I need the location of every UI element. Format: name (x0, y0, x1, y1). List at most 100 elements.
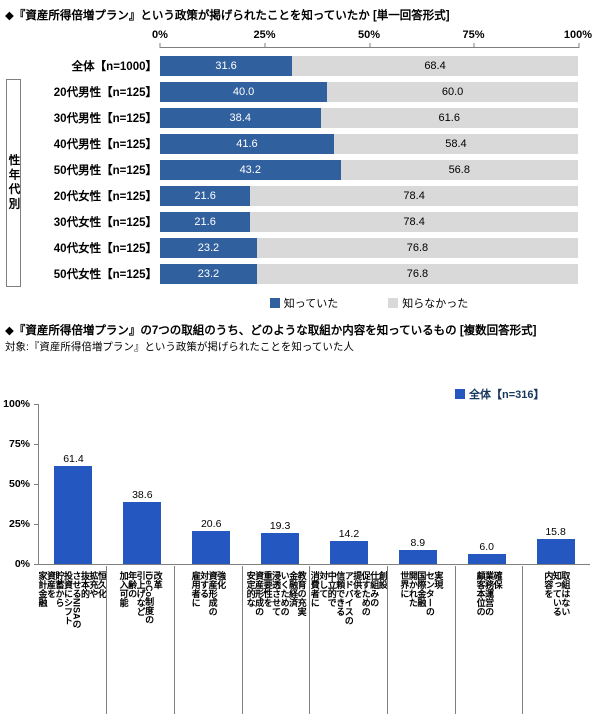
chart2-y-tick: 50% (8, 478, 30, 490)
chart2-value-label: 8.9 (410, 536, 426, 549)
chart1-category-label: 50代男性【n=125】 (53, 165, 157, 177)
chart1-bar: 43.2 56.8 (160, 160, 578, 180)
legend-item: 知っていた (269, 295, 339, 311)
chart2-column: 20.6 (177, 404, 246, 564)
chart2-y-tick: 25% (8, 518, 30, 530)
chart1-bar: 38.4 61.6 (160, 108, 578, 128)
chart2-bar (123, 502, 162, 564)
chart1-category-label: 30代女性【n=125】 (53, 217, 157, 229)
chart1-bar: 21.6 78.4 (160, 186, 578, 206)
legend-item: 知らなかった (388, 295, 468, 311)
legend-swatch (269, 298, 280, 308)
chart1-segment-unaware: 56.8 (340, 160, 578, 180)
chart1-category-label: 20代女性【n=125】 (53, 191, 157, 203)
chart2-category-cell: 内容を 知っている 取組はない (522, 566, 590, 714)
legend-label: 知らなかった (402, 298, 469, 310)
chart1-x-axis-labels: 0% 25% 50% 75% 100% (152, 29, 592, 43)
chart1-row: 20代男性【n=125】 40.0 60.0 (0, 79, 578, 105)
chart1-tick-mark (473, 43, 475, 48)
chart2-bar (536, 538, 575, 564)
chart1-segment-unaware: 60.0 (327, 82, 578, 102)
chart2-category-cell: 家計金融 資産を 貯蓄から 投資にシフト させるNISAの 抜本的 拡充や 恒久… (37, 566, 108, 714)
chart1-category-label: 40代女性【n=125】 (53, 243, 157, 255)
chart1-row: 30代女性【n=125】 21.6 78.4 (0, 209, 578, 235)
chart1-segment-unaware: 61.6 (320, 108, 578, 128)
age-gender-group-label: 性年代別 (7, 154, 20, 212)
chart1-x-tick: 75% (462, 29, 485, 41)
legend-swatch (388, 298, 399, 308)
chart1-axis-line (160, 47, 579, 48)
chart2-y-axis-labels: 100% 75% 50% 25% 0% (0, 398, 34, 570)
chart2-plot-area: 61.4 38.6 20.6 19.3 14.2 8.9 6.0 15.8 (38, 404, 590, 565)
legend-label: 全体【n=316】 (469, 389, 545, 401)
chart2-category-label: 家計金融 資産を 貯蓄から 投資にシフト させるNISAの 抜本的 拡充や 恒久… (37, 571, 108, 629)
chart1-row: 全体【n=1000】 31.6 68.4 (0, 53, 578, 79)
chart2-tick-mark (34, 564, 38, 565)
chart2-bar (329, 541, 368, 564)
chart2-y-tick: 100% (3, 398, 30, 410)
chart1-category-label: 20代男性【n=125】 (53, 87, 157, 99)
chart2-subtitle: 対象:『資産所得倍増プラン』という政策が掲げられたことを知っていた人 (5, 341, 354, 353)
chart1-tick-mark (369, 43, 370, 48)
chart1-bar: 21.6 78.4 (160, 212, 578, 232)
chart2-bar (398, 549, 437, 564)
chart1-bar: 23.2 76.8 (160, 238, 578, 258)
chart2-category-label: 世界に 開かれた 国際金融 センターの 実現 (399, 571, 444, 616)
chart2-column: 6.0 (452, 404, 521, 564)
chart1-segment-aware: 21.6 (160, 212, 251, 232)
chart1-segment-aware: 38.4 (160, 108, 321, 128)
chart1-x-tick: 50% (357, 29, 381, 41)
chart2-category-cell: 消費者に 対して 中立的で 信頼できる アドバイスの 提供を 促すための 仕組み… (309, 566, 388, 714)
legend-swatch (455, 389, 465, 399)
chart2-column: 15.8 (521, 404, 590, 564)
chart2-column: 61.4 (39, 404, 108, 564)
chart1-rows: 全体【n=1000】 31.6 68.4 20代男性【n=125】 40.0 60.0 30… (0, 53, 578, 287)
chart2-value-label: 15.8 (545, 525, 566, 538)
chart1-segment-aware: 40.0 (160, 82, 328, 102)
chart2-value-label: 14.2 (338, 528, 360, 541)
chart1-category-label: 30代男性【n=125】 (53, 113, 157, 125)
chart1-bar: 40.0 60.0 (160, 82, 578, 102)
chart1-bar: 23.2 76.8 (160, 264, 578, 284)
chart1-segment-aware: 43.2 (160, 160, 341, 180)
chart2-y-tick: 75% (8, 438, 30, 450)
chart2-bar (54, 465, 93, 564)
chart2-title: ◆『資産所得倍増プラン』の7つの取組のうち、どのような取組か内容を知っているもの… (5, 325, 537, 337)
chart1-bar: 41.6 58.4 (160, 134, 578, 154)
chart1-segment-aware: 31.6 (160, 56, 293, 76)
chart1-tick-mark (578, 43, 580, 48)
chart1-segment-aware: 23.2 (160, 264, 257, 284)
chart1-segment-unaware: 78.4 (250, 186, 578, 206)
legend-label: 知っていた (283, 298, 339, 310)
chart2-value-label: 38.6 (132, 489, 153, 502)
chart2-column: 8.9 (383, 404, 452, 564)
chart1-row: 40代男性【n=125】 41.6 58.4 (0, 131, 578, 157)
chart1-tick-marks (159, 43, 580, 48)
chart2-bar (192, 531, 231, 564)
chart1-segment-unaware: 76.8 (256, 264, 578, 284)
chart2-category-cell: 世界に 開かれた 国際金融 センターの 実現 (386, 566, 455, 714)
chart2-value-label: 19.3 (269, 520, 291, 533)
chart1-segment-unaware: 76.8 (256, 238, 578, 258)
chart1-segment-unaware: 78.4 (250, 212, 578, 232)
chart1-category-label: 全体【n=1000】 (71, 61, 157, 73)
chart2-category-label: 内容を 知っている 取組はない (543, 571, 571, 616)
chart2-column: 14.2 (315, 404, 384, 564)
chart1-category-label: 40代男性【n=125】 (53, 139, 157, 151)
chart1-title: ◆『資産所得倍増プラン』という政策が掲げられたことを知っていたか [単一回答形式… (5, 10, 450, 22)
chart1-segment-aware: 21.6 (160, 186, 251, 206)
chart2-bar (467, 554, 506, 564)
chart1-row: 40代女性【n=125】 23.2 76.8 (0, 235, 578, 261)
chart2-value-label: 61.4 (63, 452, 84, 465)
chart2-tick-marks (34, 404, 38, 565)
chart2-category-label: 消費者に 対して 中立的で 信頼できる アドバイスの 提供を 促すための 仕組み… (309, 571, 388, 625)
chart2-tick-mark (34, 444, 38, 445)
chart2-legend: 全体【n=316】 (455, 386, 545, 402)
chart1-segment-aware: 23.2 (160, 238, 257, 258)
chart2-category-label: 加入可能 年齢の 引上げなど iDeCo制度の 改革 (118, 571, 163, 625)
chart2-category-labels: 家計金融 資産を 貯蓄から 投資にシフト させるNISAの 抜本的 拡充や 恒久… (38, 566, 590, 714)
chart1-legend: 知っていた 知らなかった (160, 295, 578, 311)
chart2-tick-mark (34, 484, 38, 485)
age-gender-group-box: 性年代別 (6, 79, 21, 287)
chart1-row: 50代女性【n=125】 23.2 76.8 (0, 261, 578, 287)
